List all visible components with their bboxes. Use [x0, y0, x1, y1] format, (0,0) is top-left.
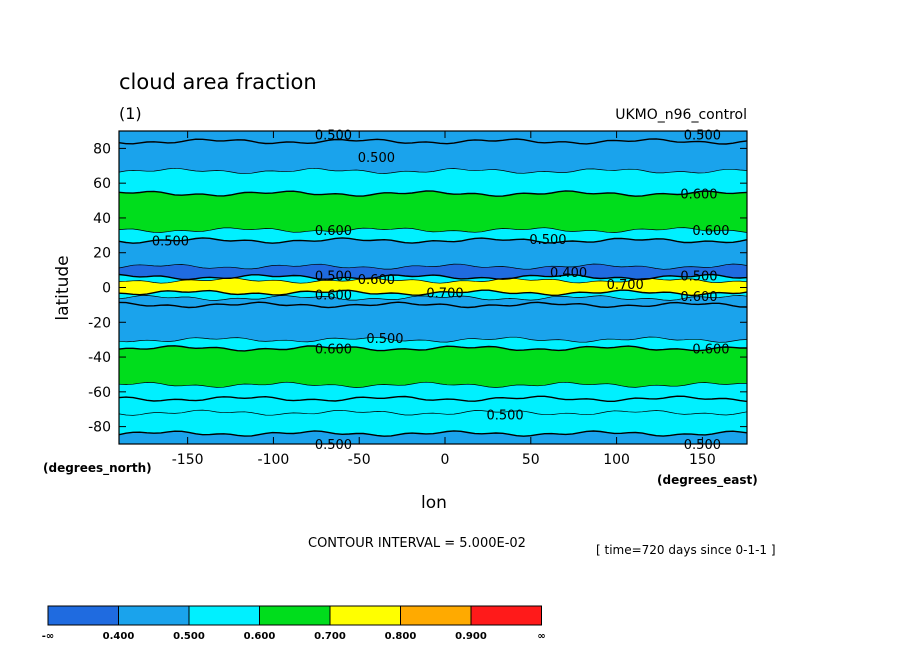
contour-lines [118, 138, 748, 437]
colorbar-swatch-5 [400, 605, 472, 626]
colorbar-label-6: 0.900 [455, 631, 487, 642]
contour-line-12 [118, 336, 748, 343]
colorbar-swatch-1 [118, 605, 190, 626]
contour-label-3: 0.600 [680, 188, 717, 203]
contour-line-5 [118, 237, 748, 244]
contour-label-7: 0.500 [529, 233, 566, 248]
colorbar-swatch-2 [188, 605, 260, 626]
colorbar-label-1: 0.400 [103, 631, 135, 642]
x-tick-label-0: -150 [172, 452, 204, 468]
contour-line-3 [118, 190, 748, 197]
contour-label-10: 0.600 [358, 273, 395, 288]
y-tick-label-1: -60 [88, 385, 111, 401]
contour-line-10 [118, 295, 748, 301]
band-16 [119, 410, 747, 437]
band-12 [119, 337, 747, 351]
y-tick-label-0: -80 [88, 420, 111, 436]
contour-line-2 [118, 167, 748, 175]
contour-label-11: 0.500 [680, 269, 717, 284]
contour-line-16 [118, 409, 748, 416]
band-1 [119, 138, 747, 174]
colorbar-swatch-6 [470, 605, 542, 626]
contour-line-15 [118, 395, 748, 403]
contour-label-12: 0.700 [607, 278, 644, 293]
band-15 [119, 396, 747, 416]
units-label: (1) [119, 104, 142, 123]
contour-line-6 [118, 263, 748, 270]
contour-label-9: 0.500 [315, 269, 352, 284]
contour-label-21: 0.500 [684, 438, 721, 453]
x-tick-label-2: -50 [348, 452, 371, 468]
contour-line-1 [118, 138, 748, 145]
contour-label-14: 0.600 [315, 288, 352, 303]
band-13 [119, 345, 747, 388]
colorbar-label-7: ∞ [537, 631, 545, 642]
x-tick-label-5: 100 [603, 452, 630, 468]
y-tick-label-5: 20 [93, 246, 111, 262]
x-axis-title: lon [421, 493, 447, 513]
band-0 [119, 131, 747, 144]
x-tick-label-6: 150 [689, 452, 716, 468]
y-tick-label-4: 0 [102, 281, 111, 297]
contour-line-14 [118, 381, 747, 388]
colorbar-label-3: 0.600 [244, 631, 276, 642]
x-tick-label-4: 50 [522, 452, 540, 468]
x-tick-label-3: 0 [441, 452, 450, 468]
contour-label-2: 0.500 [358, 151, 395, 166]
contour-label-0: 0.500 [315, 128, 352, 143]
band-4 [119, 227, 747, 244]
colorbar-swatch-4 [329, 605, 401, 626]
colorbar-label-2: 0.500 [173, 631, 205, 642]
colorbar-swatch-3 [259, 605, 331, 626]
contour-line-13 [118, 345, 747, 352]
contour-line-17 [118, 430, 748, 437]
y-tick-label-8: 80 [93, 141, 111, 157]
contour-label-17: 0.600 [315, 342, 352, 357]
x-units-label: (degrees_east) [657, 473, 758, 488]
contour-interval-note: CONTOUR INTERVAL = 5.000E-02 [308, 536, 526, 551]
colorbar-label-0: -∞ [42, 631, 54, 642]
y-units-label: (degrees_north) [43, 461, 152, 476]
band-6 [119, 264, 747, 280]
y-tick-label-2: -40 [88, 350, 111, 366]
color-bands [119, 131, 747, 444]
band-2 [119, 168, 747, 197]
band-11 [119, 302, 747, 343]
contour-line-9 [118, 289, 748, 297]
contour-label-19: 0.500 [486, 408, 523, 423]
contour-label-15: 0.600 [680, 290, 717, 305]
chart-title: cloud area fraction [119, 70, 317, 94]
contour-label-5: 0.600 [692, 224, 729, 239]
contour-label-6: 0.500 [152, 235, 189, 250]
colorbar-label-4: 0.700 [314, 631, 346, 642]
y-axis-title: latitude [53, 255, 73, 320]
y-tick-label-6: 40 [93, 211, 111, 227]
contour-line-11 [118, 301, 748, 309]
contour-label-16: 0.500 [366, 332, 403, 347]
band-3 [119, 190, 747, 233]
band-17 [119, 430, 747, 444]
y-tick-label-3: -20 [88, 315, 111, 331]
band-5 [119, 237, 747, 270]
band-8 [119, 277, 747, 296]
contour-label-18: 0.600 [692, 342, 729, 357]
colorbar-label-5: 0.800 [385, 631, 417, 642]
contour-label-8: 0.400 [550, 266, 587, 281]
contour-label-4: 0.600 [315, 224, 352, 239]
contour-label-20: 0.500 [315, 438, 352, 453]
dataset-label: UKMO_n96_control [615, 107, 747, 123]
contour-label-13: 0.700 [426, 287, 463, 302]
colorbar: -∞ 0.400 0.500 0.600 0.700 0.800 0.900 ∞ [42, 605, 546, 642]
axes: -150 -100 -50 0 50 100 150 -80 -60 -40 -20 0 20 40 60 8… [88, 131, 747, 468]
contour-line-8 [118, 277, 748, 284]
contour-labels: 0.500 0.500 0.500 0.600 0.600 0.600 0.500 0.500… [152, 128, 730, 453]
contour-line-4 [118, 227, 748, 233]
time-note: [ time=720 days since 0-1-1 ] [596, 543, 776, 557]
y-tick-label-7: 60 [93, 176, 111, 192]
colorbar-swatch-0 [47, 605, 119, 626]
x-tick-label-1: -100 [258, 452, 290, 468]
band-14 [119, 382, 747, 402]
